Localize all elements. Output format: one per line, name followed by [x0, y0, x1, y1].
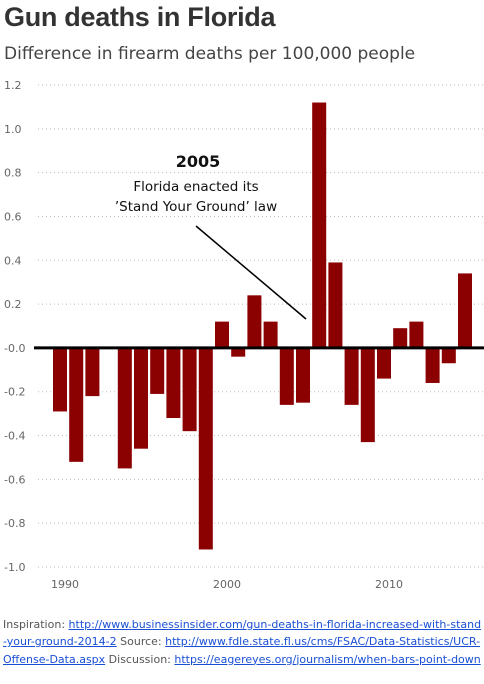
bar: [344, 347, 359, 405]
bar: [247, 295, 262, 348]
bar: [166, 347, 181, 419]
bar: [441, 347, 456, 364]
discussion-label: Discussion:: [108, 652, 171, 666]
bar: [53, 347, 67, 412]
y-tick-label: 1.2: [4, 79, 22, 92]
y-tick-label: -0.2: [4, 386, 25, 399]
annotation: 2005 Florida enacted its ’Stand Your Gro…: [115, 152, 307, 320]
bar: [312, 102, 327, 348]
y-tick-label: 0.4: [4, 254, 22, 267]
y-tick-label: 0.2: [4, 298, 22, 311]
source-label: Source:: [120, 635, 162, 649]
bars: [53, 102, 472, 550]
y-tick-label: 0.6: [4, 210, 22, 223]
bar: [425, 347, 440, 383]
bar: [296, 347, 310, 403]
bar: [198, 347, 213, 550]
bar: [215, 321, 229, 348]
bar: [409, 321, 424, 348]
chart-subtitle: Difference in firearm deaths per 100,000…: [4, 44, 416, 64]
source-link[interactable]: http://www.fdle.state.fl.us/cms/FSAC/Dat…: [3, 635, 481, 666]
y-tick-label: -1.0: [4, 561, 25, 574]
y-tick-label: -0.4: [4, 430, 25, 443]
annotation-line-1: Florida enacted its: [133, 179, 258, 195]
bar: [231, 347, 246, 357]
bar: [69, 347, 84, 462]
bar: [393, 328, 408, 348]
chart-title: Gun deaths in Florida: [4, 2, 276, 32]
bar: [85, 347, 100, 397]
y-tick-label: 0.8: [4, 167, 22, 180]
x-tick-label: 1990: [51, 578, 79, 591]
bar: [182, 347, 197, 432]
bar: [150, 347, 165, 394]
x-tick-label: 2010: [375, 578, 403, 591]
y-tick-label: 1.0: [4, 123, 22, 136]
inspiration-link[interactable]: http://www.businessinsider.com/gun-death…: [3, 618, 482, 649]
inspiration-label: Inspiration:: [3, 618, 66, 631]
bar: [377, 347, 391, 379]
annotation-line-2: ’Stand Your Ground’ law: [115, 199, 277, 215]
annotation-year: 2005: [176, 152, 221, 171]
bar-chart: 1.2 1.0 0.8 0.6 0.4 0.2 -0.0 -0.2 -0.4 -0.6 -0.8 -1…: [4, 79, 484, 591]
bar: [360, 347, 375, 443]
footer: Inspiration: http://www.businessinsider.…: [3, 616, 483, 668]
y-tick-label: -0.0: [4, 342, 25, 355]
bar: [263, 321, 278, 348]
x-axis-ticks: 1990 2000 2010: [51, 578, 403, 591]
bar: [117, 347, 132, 469]
annotation-pointer-line: [195, 225, 307, 320]
bar: [134, 347, 148, 449]
discussion-link[interactable]: https://eagereyes.org/journalism/when-ba…: [174, 652, 481, 666]
y-tick-label: -0.6: [4, 473, 25, 486]
bar: [328, 262, 343, 348]
y-tick-label: -0.8: [4, 517, 25, 530]
bar: [458, 273, 472, 348]
x-tick-label: 2000: [213, 578, 241, 591]
bar: [279, 347, 294, 405]
y-axis-ticks: 1.2 1.0 0.8 0.6 0.4 0.2 -0.0 -0.2 -0.4 -0.6 -0.8 -1…: [4, 79, 25, 574]
